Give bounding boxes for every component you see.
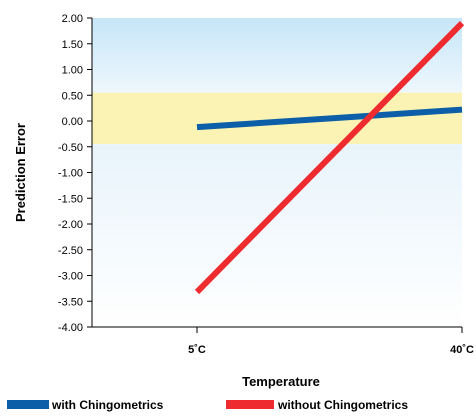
band-tolerance xyxy=(92,92,462,145)
y-tick-label: -0.50 xyxy=(58,142,83,154)
band-upper xyxy=(92,18,462,93)
series-line-1 xyxy=(196,106,463,131)
legend-label-2: without Chingometrics xyxy=(277,398,408,412)
band-lower xyxy=(92,144,462,327)
y-tick-label: -3.50 xyxy=(58,296,83,308)
y-tick-label: 0.00 xyxy=(62,116,83,128)
y-tick-label: -3.00 xyxy=(58,271,83,283)
y-tick-label: -4.00 xyxy=(58,322,83,334)
series-lines xyxy=(194,21,465,295)
legend: with Chingometrics without Chingometrics xyxy=(7,398,408,412)
x-tick-label: 40˚C xyxy=(450,344,474,356)
y-tick-label: -2.50 xyxy=(58,245,83,257)
y-tick-label: 2.00 xyxy=(62,13,83,25)
tick-labels: 2.00 1.50 1.00 0.50 0.00 -0.50 -1.00 -1.50 -2.00… xyxy=(58,13,474,356)
y-tick-label: -1.00 xyxy=(58,168,83,180)
background-bands xyxy=(92,18,462,327)
y-tick-label: 1.00 xyxy=(62,65,83,77)
legend-swatch-2 xyxy=(226,400,274,409)
y-tick-label: -2.00 xyxy=(58,219,83,231)
x-tick-label: 5˚C xyxy=(188,344,206,356)
x-axis-title: Temperature xyxy=(242,374,320,389)
y-tick-label: 0.50 xyxy=(62,90,83,102)
legend-swatch-1 xyxy=(7,400,49,409)
y-tick-label: -1.50 xyxy=(58,193,83,205)
legend-label-1: with Chingometrics xyxy=(51,398,164,412)
y-tick-label: 1.50 xyxy=(62,39,83,51)
series-line-2 xyxy=(194,21,465,295)
y-axis-title: Prediction Error xyxy=(13,123,28,222)
axes xyxy=(87,17,463,333)
